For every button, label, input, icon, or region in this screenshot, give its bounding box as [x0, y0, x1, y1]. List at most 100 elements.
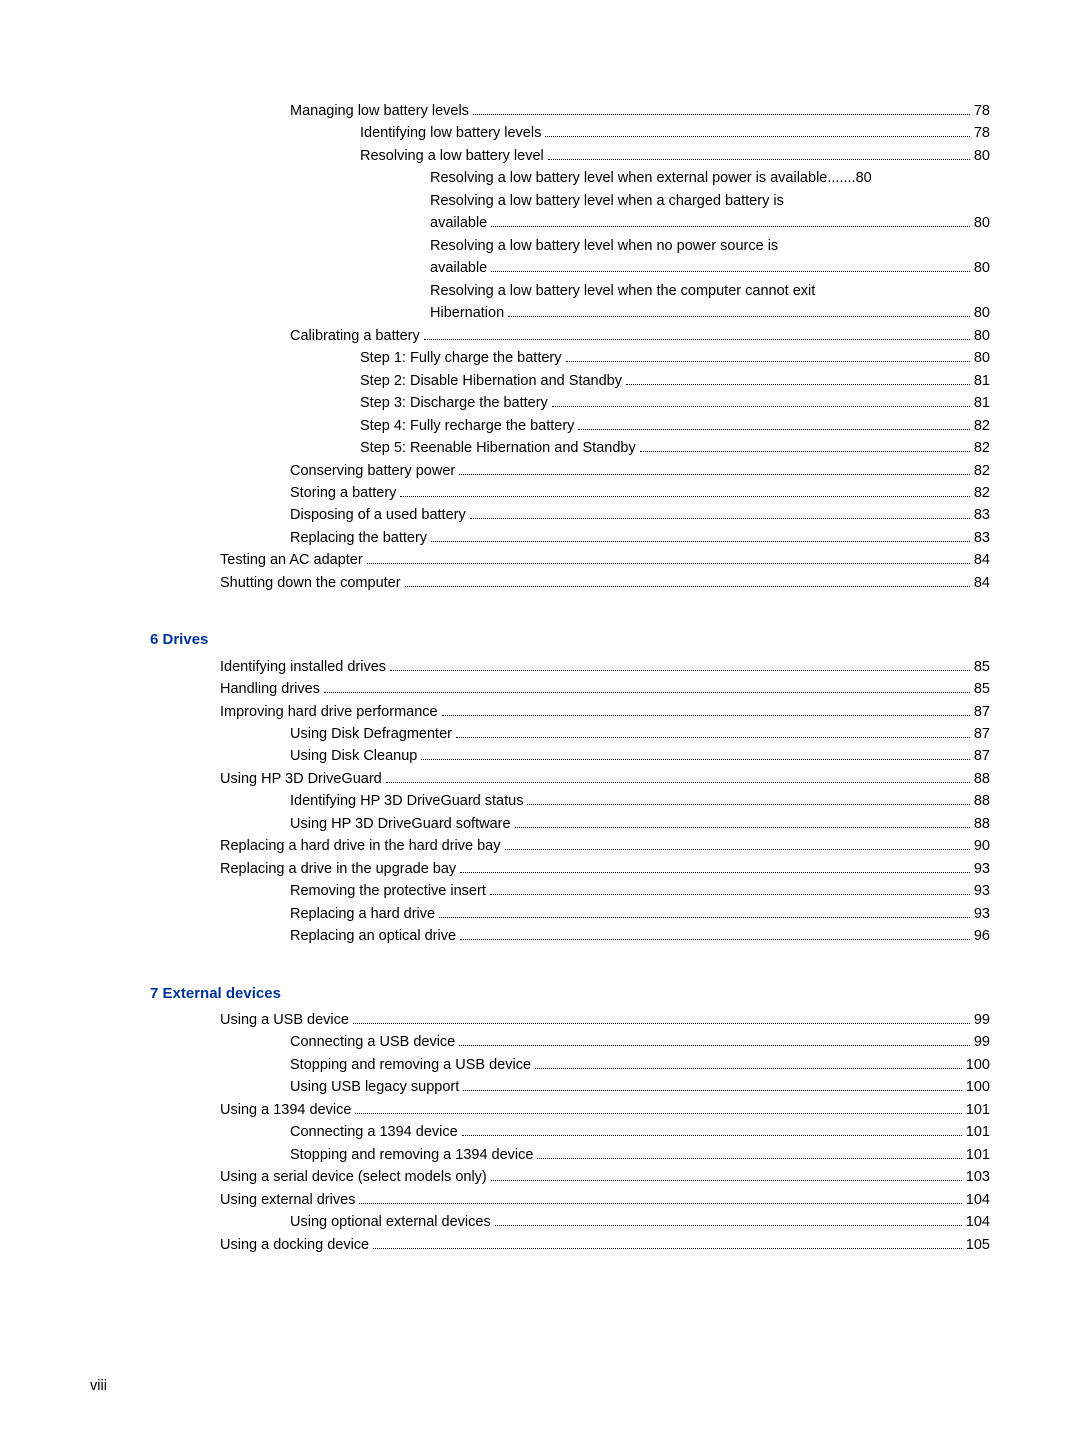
- toc-entry[interactable]: Using a serial device (select models onl…: [90, 1166, 990, 1188]
- toc-entry[interactable]: Step 2: Disable Hibernation and Standby …: [90, 370, 990, 392]
- toc-entry[interactable]: Resolving a low battery level when exter…: [90, 167, 990, 189]
- toc-leader: [424, 326, 970, 340]
- toc-leader: [626, 371, 970, 385]
- toc-entry[interactable]: Resolving a low battery level when the c…: [90, 280, 990, 302]
- toc-page-number: 85: [974, 656, 990, 678]
- toc-page-number: 78: [974, 122, 990, 144]
- toc-entry[interactable]: Disposing of a used battery 83: [90, 504, 990, 526]
- toc-title: Using a USB device: [220, 1009, 349, 1031]
- toc-leader: [473, 101, 970, 115]
- toc-title: Resolving a low battery level when the c…: [430, 283, 815, 299]
- toc-page-number: 83: [974, 504, 990, 526]
- toc-entry[interactable]: Step 1: Fully charge the battery 80: [90, 347, 990, 369]
- toc-entry[interactable]: Replacing the battery 83: [90, 527, 990, 549]
- toc-title: Using a docking device: [220, 1234, 369, 1256]
- toc-entry[interactable]: Step 5: Reenable Hibernation and Standby…: [90, 437, 990, 459]
- toc-leader: [578, 416, 969, 430]
- toc-title: Conserving battery power: [290, 460, 455, 482]
- toc-leader: [359, 1190, 961, 1204]
- toc-page-number: 93: [974, 903, 990, 925]
- toc-title: Using a serial device (select models onl…: [220, 1166, 487, 1188]
- toc-entry[interactable]: Using Disk Cleanup 87: [90, 745, 990, 767]
- toc-title: available: [430, 212, 487, 234]
- toc-entry[interactable]: Connecting a 1394 device 101: [90, 1121, 990, 1143]
- toc-leader: [490, 881, 970, 895]
- toc-entry[interactable]: Replacing a drive in the upgrade bay 93: [90, 858, 990, 880]
- toc-entry[interactable]: Step 4: Fully recharge the battery 82: [90, 415, 990, 437]
- toc-entry[interactable]: Using HP 3D DriveGuard 88: [90, 768, 990, 790]
- toc-entry[interactable]: Identifying HP 3D DriveGuard status 88: [90, 790, 990, 812]
- toc-page-number: 105: [966, 1234, 990, 1256]
- toc-entry[interactable]: Resolving a low battery level when a cha…: [90, 190, 990, 212]
- toc-entry[interactable]: Step 3: Discharge the battery 81: [90, 392, 990, 414]
- toc-entry[interactable]: Hibernation 80: [90, 302, 990, 324]
- toc-entry[interactable]: Identifying low battery levels 78: [90, 122, 990, 144]
- toc-leader: [508, 303, 970, 317]
- toc-entry[interactable]: Handling drives 85: [90, 678, 990, 700]
- toc-entry[interactable]: Identifying installed drives 85: [90, 656, 990, 678]
- toc-leader: [421, 746, 970, 760]
- toc-entry[interactable]: available 80: [90, 257, 990, 279]
- toc-entry[interactable]: Replacing a hard drive in the hard drive…: [90, 835, 990, 857]
- toc-title: Step 2: Disable Hibernation and Standby: [360, 370, 622, 392]
- toc-entry[interactable]: Stopping and removing a USB device 100: [90, 1054, 990, 1076]
- toc-leader: [640, 438, 970, 452]
- toc-page-number: 82: [974, 415, 990, 437]
- toc-title: Using HP 3D DriveGuard software: [290, 813, 511, 835]
- toc-title: Using Disk Cleanup: [290, 745, 417, 767]
- toc-entry[interactable]: Using HP 3D DriveGuard software 88: [90, 813, 990, 835]
- toc-leader: [548, 146, 970, 160]
- toc-entry[interactable]: Stopping and removing a 1394 device 101: [90, 1144, 990, 1166]
- toc-entry[interactable]: Removing the protective insert 93: [90, 880, 990, 902]
- section-heading: 7 External devices: [90, 982, 990, 1005]
- toc-leader: [462, 1122, 962, 1136]
- toc-title: Stopping and removing a 1394 device: [290, 1144, 533, 1166]
- toc-leader-short: .......: [827, 167, 855, 189]
- toc-entry[interactable]: Replacing a hard drive 93: [90, 903, 990, 925]
- toc-title: Using USB legacy support: [290, 1076, 459, 1098]
- toc-title: Step 1: Fully charge the battery: [360, 347, 562, 369]
- toc-entry[interactable]: Using a USB device 99: [90, 1009, 990, 1031]
- toc-page-number: 104: [966, 1189, 990, 1211]
- toc-entry[interactable]: Using optional external devices 104: [90, 1211, 990, 1233]
- toc-page-number: 103: [966, 1166, 990, 1188]
- toc-entry[interactable]: Resolving a low battery level when no po…: [90, 235, 990, 257]
- toc-entry[interactable]: Conserving battery power 82: [90, 460, 990, 482]
- toc-title: available: [430, 257, 487, 279]
- toc-leader: [460, 859, 970, 873]
- toc-leader: [491, 1167, 962, 1181]
- toc-title: Connecting a USB device: [290, 1031, 455, 1053]
- toc-entry[interactable]: Using external drives 104: [90, 1189, 990, 1211]
- toc-title: Step 5: Reenable Hibernation and Standby: [360, 437, 636, 459]
- toc-page-number: 90: [974, 835, 990, 857]
- toc-title: Resolving a low battery level when exter…: [430, 167, 827, 189]
- toc-page-number: 93: [974, 858, 990, 880]
- toc-leader: [491, 258, 970, 272]
- toc-entry[interactable]: Using a docking device 105: [90, 1234, 990, 1256]
- toc-title: Using a 1394 device: [220, 1099, 351, 1121]
- toc-leader: [456, 724, 970, 738]
- toc-entry[interactable]: Improving hard drive performance 87: [90, 701, 990, 723]
- toc-title: Step 3: Discharge the battery: [360, 392, 548, 414]
- toc-entry[interactable]: Using Disk Defragmenter 87: [90, 723, 990, 745]
- toc-page-number: 99: [974, 1031, 990, 1053]
- toc-page-number: 82: [974, 437, 990, 459]
- toc-entry[interactable]: Resolving a low battery level 80: [90, 145, 990, 167]
- toc-entry[interactable]: Testing an AC adapter 84: [90, 549, 990, 571]
- toc-entry[interactable]: Managing low battery levels 78: [90, 100, 990, 122]
- toc-entry[interactable]: Shutting down the computer 84: [90, 572, 990, 594]
- toc-title: Hibernation: [430, 302, 504, 324]
- toc-leader: [400, 483, 969, 497]
- toc-page-number: 88: [974, 813, 990, 835]
- toc-entry[interactable]: Replacing an optical drive 96: [90, 925, 990, 947]
- toc-entry[interactable]: Connecting a USB device 99: [90, 1031, 990, 1053]
- toc-entry[interactable]: Using USB legacy support 100: [90, 1076, 990, 1098]
- toc-entry[interactable]: Calibrating a battery 80: [90, 325, 990, 347]
- toc-entry[interactable]: Using a 1394 device 101: [90, 1099, 990, 1121]
- toc-title: Replacing a drive in the upgrade bay: [220, 858, 456, 880]
- toc-title: Replacing a hard drive in the hard drive…: [220, 835, 501, 857]
- toc-page-number: 82: [974, 460, 990, 482]
- toc-entry[interactable]: available 80: [90, 212, 990, 234]
- toc-entry[interactable]: Storing a battery 82: [90, 482, 990, 504]
- document-page: Managing low battery levels 78Identifyin…: [0, 0, 1080, 1437]
